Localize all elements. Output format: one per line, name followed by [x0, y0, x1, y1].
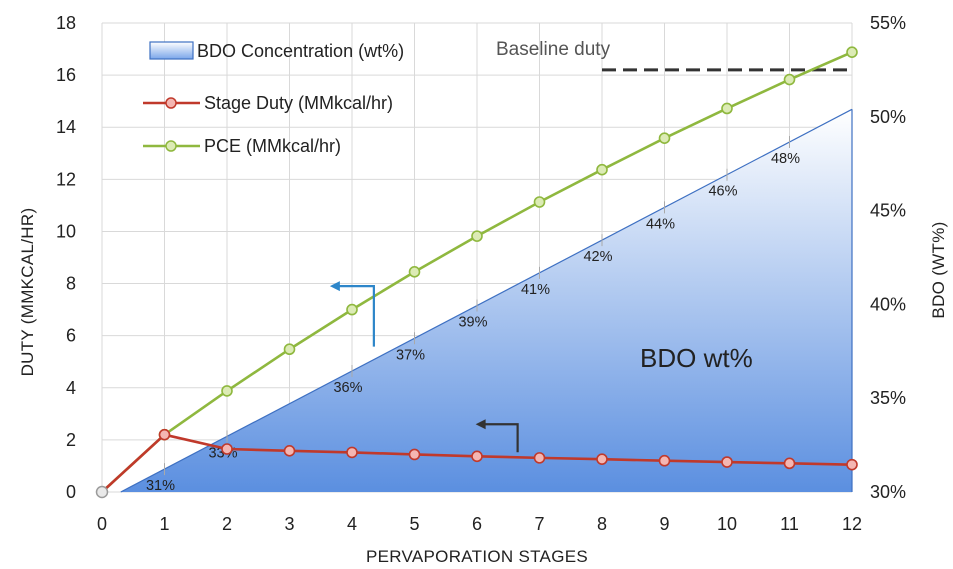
x-tick-label: 4 [347, 514, 357, 534]
x-tick-label: 5 [409, 514, 419, 534]
y2-axis-title: BDO (WT%) [929, 221, 948, 318]
stage-duty-point [283, 445, 296, 457]
stage-duty-point [533, 452, 546, 464]
x-tick-label: 2 [222, 514, 232, 534]
pce-point [596, 163, 608, 176]
x-tick-label: 12 [842, 514, 862, 534]
bdo-area-annotation: BDO wt% [640, 343, 753, 373]
stage-duty-point [783, 457, 796, 470]
pce-point [471, 230, 483, 242]
y-tick-label: 0 [66, 482, 76, 502]
x-tick-label: 8 [597, 514, 607, 534]
pce-point [721, 102, 733, 115]
x-tick-label: 3 [284, 514, 294, 534]
bdo-data-label: 31% [146, 478, 175, 494]
pce-axis-arrow [335, 285, 375, 347]
stage-duty-point [346, 446, 358, 459]
bdo-data-label: 46% [708, 184, 737, 200]
legend-swatch-bdo [149, 41, 194, 60]
y-tick-labels: 0 2 4 6 8 10 12 14 16 18 [56, 13, 76, 502]
stage-duty-point [408, 448, 421, 461]
pce-point [408, 266, 421, 278]
x-tick-label: 6 [472, 514, 482, 534]
y-axis-title: DUTY (MMKCAL/HR) [18, 208, 37, 377]
y2-tick-labels: 30% 35% 40% 45% 50% 55% [870, 13, 906, 502]
x-tick-label: 7 [534, 514, 544, 534]
pce-axis-arrow-head [329, 281, 340, 292]
stage-duty-point [221, 443, 233, 455]
y-tick-label: 18 [56, 13, 76, 33]
y-tick-label: 2 [66, 430, 76, 450]
x-tick-label: 10 [717, 514, 737, 534]
pce-point [783, 73, 796, 86]
y2-tick-label: 30% [870, 482, 906, 502]
bdo-data-label: 42% [583, 249, 612, 265]
y-tick-label: 10 [56, 221, 76, 241]
bdo-data-labels: 31%33%36%37%39%41%42%44%46%48% [146, 136, 800, 494]
pce-point [533, 196, 546, 208]
bdo-data-label: 44% [646, 216, 675, 232]
axis-arrows [329, 281, 519, 453]
y-tick-label: 8 [66, 274, 76, 294]
legend: BDO Concentration (wt%) Stage Duty (MMkc… [143, 41, 404, 156]
y-tick-label: 16 [56, 65, 76, 85]
bdo-area-layer [120, 108, 853, 493]
bdo-data-label: 39% [458, 315, 487, 331]
y-tick-label: 12 [56, 169, 76, 189]
x-tick-label: 0 [97, 514, 107, 534]
y-tick-label: 14 [56, 117, 76, 137]
y2-tick-label: 45% [870, 201, 906, 221]
x-tick-labels: 0 1 2 3 4 5 6 7 8 9 10 11 12 [97, 514, 862, 534]
stage-axis-arrow-head [475, 419, 486, 430]
legend-swatch-stage-marker [165, 97, 177, 109]
bdo-data-label: 48% [771, 151, 800, 167]
x-axis-title: PERVAPORATION STAGES [366, 547, 588, 566]
y2-tick-label: 50% [870, 107, 906, 127]
legend-label-stage: Stage Duty (MMkcal/hr) [204, 93, 393, 113]
legend-label-bdo: BDO Concentration (wt%) [197, 41, 404, 61]
stage-duty-point [596, 453, 608, 465]
stage-duty-point [158, 428, 171, 441]
y2-tick-label: 55% [870, 13, 906, 33]
bdo-data-label: 37% [396, 347, 425, 363]
stage-duty-point [658, 454, 671, 467]
legend-swatch-pce-marker [165, 140, 177, 152]
stage-duty-point [846, 458, 858, 471]
origin-point [95, 485, 109, 499]
legend-label-pce: PCE (MMkcal/hr) [204, 136, 341, 156]
pce-point [658, 132, 671, 144]
bdo-area-edge [120, 108, 853, 493]
x-tick-label: 1 [159, 514, 169, 534]
stage-duty-point [471, 450, 483, 463]
stage-axis-arrow [481, 423, 519, 453]
y2-tick-label: 40% [870, 294, 906, 314]
x-tick-label: 11 [780, 514, 799, 534]
bdo-data-label: 36% [333, 380, 362, 396]
pce-point [846, 46, 858, 58]
stage-duty-point [721, 456, 733, 468]
series-lines [95, 46, 858, 499]
y-tick-label: 6 [66, 326, 76, 346]
pce-point [221, 385, 233, 397]
baseline-label: Baseline duty [496, 39, 611, 60]
pce-point [283, 343, 296, 356]
bdo-data-label: 41% [521, 282, 550, 298]
y2-tick-label: 35% [870, 388, 906, 408]
y-tick-label: 4 [66, 378, 76, 398]
x-tick-label: 9 [659, 514, 669, 534]
pce-point [346, 303, 358, 316]
